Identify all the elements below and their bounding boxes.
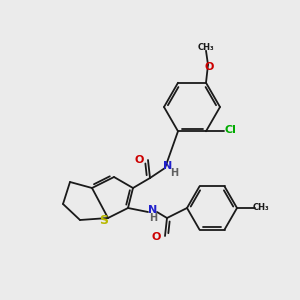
Text: CH₃: CH₃ — [253, 203, 269, 212]
Text: H: H — [149, 213, 157, 223]
Text: CH₃: CH₃ — [198, 43, 214, 52]
Text: N: N — [164, 161, 172, 171]
Text: Cl: Cl — [224, 125, 236, 135]
Text: O: O — [204, 62, 214, 72]
Text: S: S — [100, 214, 109, 227]
Text: N: N — [148, 205, 158, 215]
Text: O: O — [134, 155, 144, 165]
Text: H: H — [170, 168, 178, 178]
Text: O: O — [151, 232, 161, 242]
